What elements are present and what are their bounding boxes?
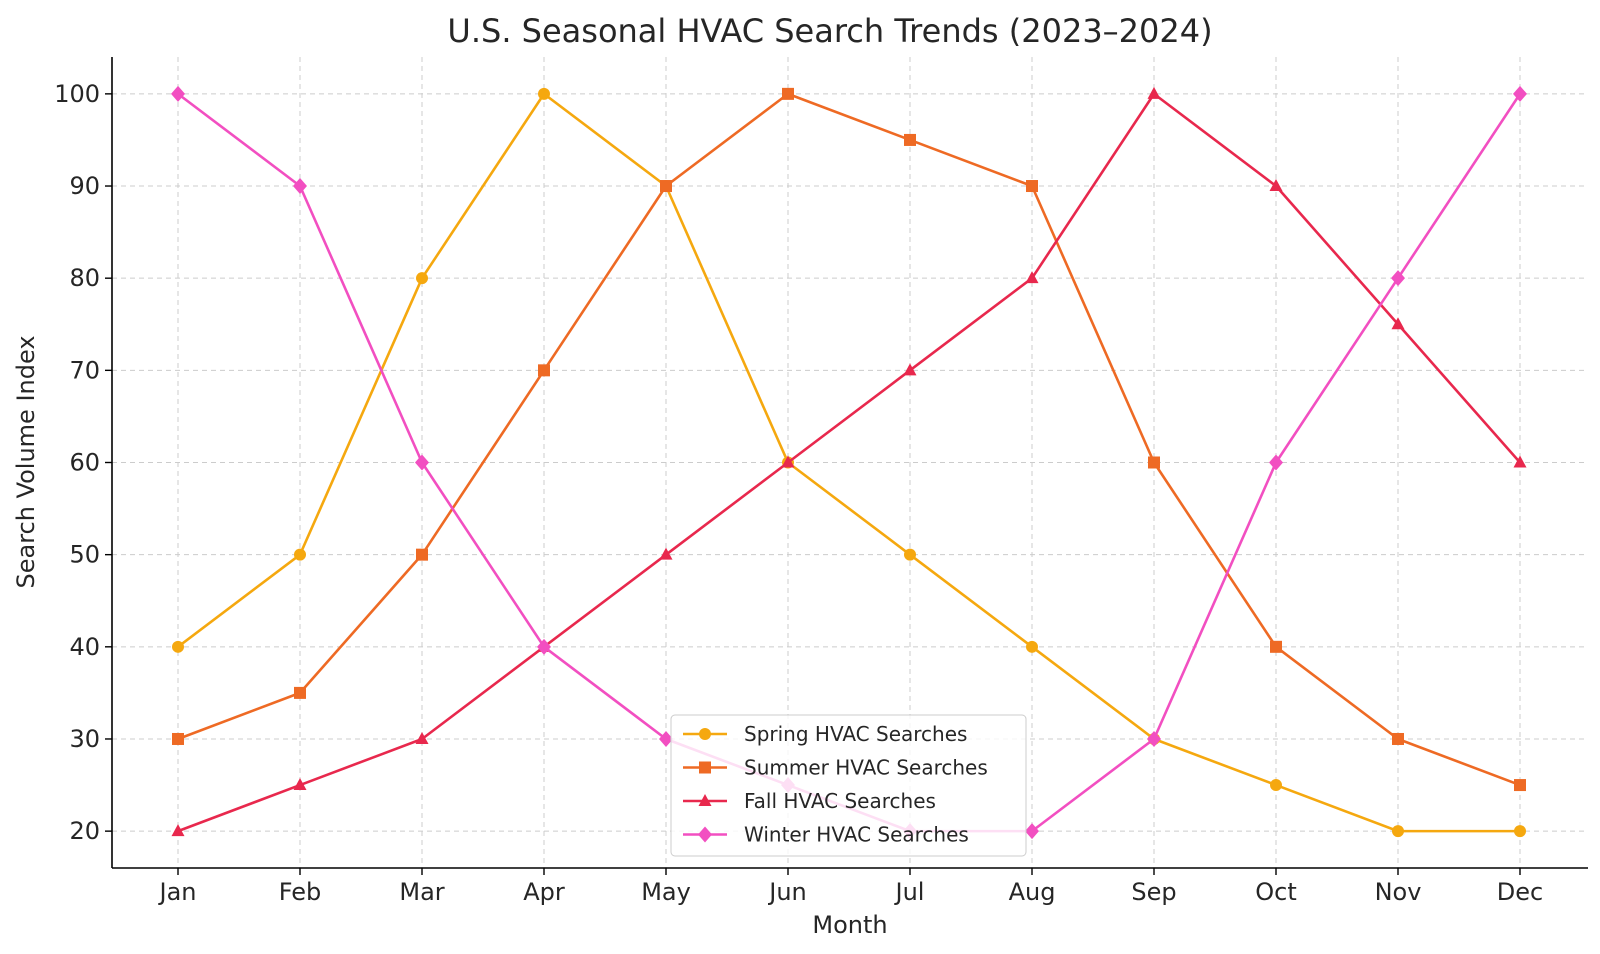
data-point (1269, 454, 1283, 471)
data-point (415, 454, 429, 471)
y-tick-label: 90 (69, 172, 100, 200)
data-point (1147, 86, 1161, 99)
legend-item: Fall HVAC Searches (683, 789, 936, 813)
data-point (1270, 779, 1282, 792)
data-point (415, 731, 429, 744)
x-tick-label: Oct (1255, 878, 1297, 906)
data-point (1391, 270, 1405, 287)
legend-item: Summer HVAC Searches (683, 756, 988, 780)
data-point (1513, 455, 1527, 468)
legend-box (670, 714, 1027, 857)
data-point (294, 686, 306, 699)
data-point (781, 455, 795, 468)
y-tick-label: 40 (69, 633, 100, 661)
x-tick-label: Jul (894, 878, 925, 906)
legend-label: Winter HVAC Searches (744, 823, 969, 847)
data-point (1025, 271, 1039, 284)
legend-marker (699, 728, 711, 740)
y-axis-ticks: 20 30 40 50 60 70 80 90 100 (54, 80, 112, 845)
data-point (1147, 730, 1161, 747)
series-2 (172, 87, 1526, 792)
chart-title: U.S. Seasonal HVAC Search Trends (2023–2… (447, 12, 1212, 50)
x-tick-label: Feb (279, 878, 322, 906)
data-point (660, 180, 672, 193)
data-point (659, 730, 673, 747)
data-point (416, 548, 428, 561)
data-point (538, 364, 550, 377)
legend-marker (699, 761, 711, 774)
data-point (171, 824, 185, 837)
x-tick-label: Sep (1131, 878, 1176, 906)
data-point (293, 778, 307, 791)
data-point (1026, 640, 1038, 653)
y-tick-label: 20 (69, 817, 100, 845)
data-point (1269, 179, 1283, 192)
x-tick-label: Apr (523, 878, 565, 906)
x-tick-label: Nov (1375, 878, 1422, 906)
y-tick-label: 60 (69, 449, 100, 477)
y-tick-label: 100 (54, 80, 100, 108)
x-tick-label: Aug (1009, 878, 1056, 906)
y-tick-label: 70 (69, 356, 100, 384)
data-point (416, 272, 428, 285)
legend-label: Summer HVAC Searches (744, 756, 988, 780)
x-tick-label: Jun (767, 878, 807, 906)
data-point (1392, 732, 1404, 745)
data-point (1270, 640, 1282, 653)
data-point (904, 133, 916, 146)
data-point (1391, 317, 1405, 330)
data-point (294, 548, 306, 561)
x-tick-label: Jan (158, 878, 197, 906)
data-point (904, 548, 916, 561)
legend-label: Spring HVAC Searches (744, 722, 967, 746)
legend: Spring HVAC Searches Summer HVAC Searches… (670, 714, 1027, 857)
data-point (659, 547, 673, 560)
data-point (1514, 825, 1526, 838)
series-line (177, 92, 1521, 833)
data-point (1514, 779, 1526, 792)
data-point (293, 178, 307, 195)
legend-item: Winter HVAC Searches (683, 823, 969, 847)
data-point (172, 640, 184, 653)
data-point (782, 87, 794, 100)
series-line (177, 92, 1520, 833)
y-axis-label: Search Volume Index (12, 335, 40, 588)
data-point (171, 85, 185, 102)
legend-marker (698, 826, 712, 843)
data-point (1513, 85, 1527, 102)
x-tick-label: May (641, 878, 691, 906)
data-point (538, 87, 550, 100)
x-axis-ticks: Jan Feb Mar Apr May Jun Jul Aug Sep Oct Nov Dec (158, 868, 1543, 906)
data-point (1148, 456, 1160, 469)
x-tick-label: Mar (399, 878, 444, 906)
series-line (177, 92, 1521, 787)
x-tick-label: Dec (1497, 878, 1543, 906)
data-point (903, 363, 917, 376)
data-point (1392, 825, 1404, 838)
data-point (537, 638, 551, 655)
y-tick-label: 80 (69, 264, 100, 292)
legend-label: Fall HVAC Searches (744, 789, 936, 813)
y-tick-label: 50 (69, 541, 100, 569)
x-axis-label: Month (812, 911, 887, 939)
data-point (172, 732, 184, 745)
legend-item: Spring HVAC Searches (683, 722, 967, 746)
data-point (1025, 823, 1039, 840)
y-tick-label: 30 (69, 725, 100, 753)
data-point (1026, 180, 1038, 193)
legend-marker (698, 794, 712, 806)
